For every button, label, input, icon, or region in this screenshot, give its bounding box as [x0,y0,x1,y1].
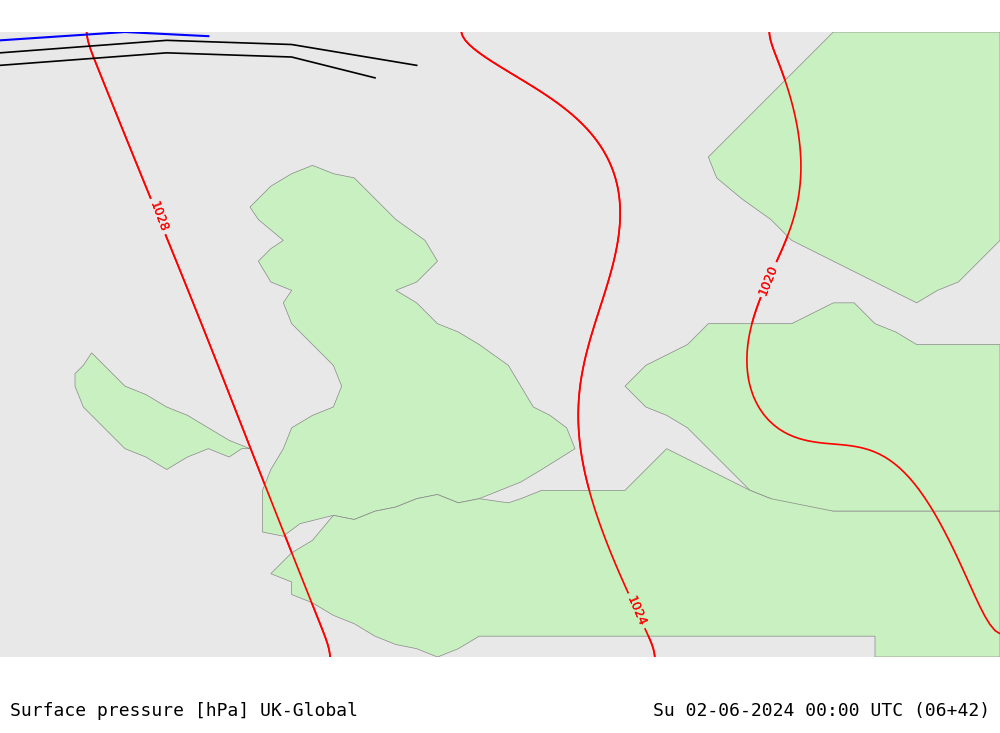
Text: Su 02-06-2024 00:00 UTC (06+42): Su 02-06-2024 00:00 UTC (06+42) [653,702,990,720]
Text: 1024: 1024 [624,594,649,628]
Text: 1024: 1024 [624,594,649,628]
Text: 1020: 1020 [756,262,780,297]
Polygon shape [75,353,250,470]
Text: 1020: 1020 [756,262,780,297]
Polygon shape [271,449,1000,657]
Polygon shape [625,303,1000,511]
Text: 1028: 1028 [147,199,170,234]
Text: Surface pressure [hPa] UK-Global: Surface pressure [hPa] UK-Global [10,702,358,720]
Text: 1028: 1028 [147,199,170,234]
Polygon shape [250,166,575,536]
Polygon shape [708,32,1000,303]
